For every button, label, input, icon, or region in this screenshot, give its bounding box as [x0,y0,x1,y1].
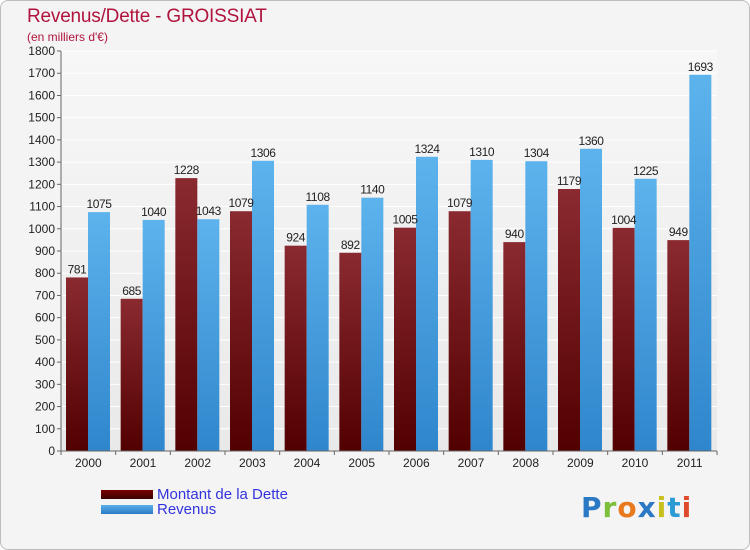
y-tick-label: 400 [35,355,55,369]
logo-letter: i [656,491,668,524]
logo-letter: x [637,491,657,524]
x-tick-label: 2001 [130,456,157,470]
x-tick-label: 2005 [348,456,375,470]
y-tick-label: 1500 [28,111,55,125]
data-label: 781 [68,262,88,276]
y-tick-label: 1400 [28,133,55,147]
x-tick-label: 2008 [512,456,539,470]
revenue-bar [689,74,712,452]
revenue-bar [252,160,274,451]
legend-swatch-revenue [101,505,153,514]
y-tick-label: 800 [35,266,55,280]
y-tick-label: 500 [35,333,55,347]
revenue-bar [470,159,493,451]
debt-bar [448,211,471,451]
y-tick-label: 1600 [28,88,55,102]
x-tick-label: 2003 [239,456,266,470]
x-tick-label: 2002 [184,456,211,470]
debt-bar [558,189,580,451]
data-label: 892 [341,238,361,252]
data-label: 1306 [250,146,276,160]
x-tick-label: 2011 [677,456,703,470]
x-tick-label: 2010 [622,456,649,470]
data-label: 1324 [414,142,440,156]
logo-letter: P [581,491,603,524]
data-label: 949 [669,225,689,239]
debt-bar [230,211,252,451]
revenue-bar [142,219,165,451]
proxiti-logo: Proxiti [581,491,692,524]
y-tick-label: 300 [35,377,55,391]
data-label: 1079 [447,196,473,210]
debt-bar [120,298,143,451]
revenue-bar [525,161,548,451]
logo-letter: r [602,491,618,524]
data-label: 1005 [392,213,418,227]
revenue-bar [88,212,110,451]
y-tick-label: 1300 [28,155,55,169]
x-tick-label: 2007 [458,456,485,470]
debt-bar [394,227,416,451]
y-tick-label: 1100 [29,200,55,214]
y-tick-label: 0 [48,444,55,458]
data-label: 940 [505,227,525,241]
revenue-bar [634,178,657,451]
data-label: 1179 [557,174,582,188]
y-tick-label: 600 [35,311,55,325]
data-label: 1108 [306,190,331,204]
legend-item-debt: Montant de la Dette [101,487,288,502]
x-tick-label: 2004 [294,456,321,470]
x-tick-label: 2000 [75,456,102,470]
debt-bar [339,252,362,451]
chart-legend: Montant de la Dette Revenus [101,487,288,517]
logo-letter: o [617,491,638,524]
x-tick-label: 2006 [403,456,430,470]
revenue-bar [580,148,602,451]
y-tick-label: 700 [35,288,55,302]
data-label: 1043 [196,204,222,218]
data-label: 685 [122,284,142,298]
y-tick-label: 100 [35,422,55,436]
data-label: 1004 [611,213,637,227]
debt-bar [175,178,198,451]
revenue-bar [361,197,384,451]
data-label: 1310 [469,145,495,159]
data-label: 1304 [524,146,550,160]
logo-letter: i [681,491,693,524]
data-label: 1040 [141,205,167,219]
legend-item-revenue: Revenus [101,502,288,517]
revenue-bar [197,219,220,451]
debt-bar [503,242,526,451]
revenue-bar [416,156,438,451]
y-tick-label: 1000 [28,222,55,236]
debt-bar [284,245,307,451]
y-tick-label: 1200 [28,177,55,191]
debt-bar [667,240,690,451]
data-label: 1228 [174,163,200,177]
y-tick-label: 1800 [28,44,55,58]
legend-label-debt: Montant de la Dette [157,486,288,503]
y-tick-label: 900 [35,244,55,258]
data-label: 1075 [86,197,112,211]
debt-bar [612,227,635,451]
data-label: 1079 [228,196,254,210]
data-label: 1360 [578,134,604,148]
y-tick-label: 200 [35,400,55,414]
data-label: 1693 [688,60,714,74]
data-label: 1225 [633,164,659,178]
logo-letter: t [667,491,682,524]
chart-subtitle: (en milliers d'€) [27,30,108,44]
x-tick-label: 2009 [567,456,594,470]
data-label: 1140 [360,183,385,197]
legend-swatch-debt [101,490,153,499]
chart-title: Revenus/Dette - GROISSIAT [27,6,267,27]
revenue-bar [306,204,329,451]
data-label: 924 [286,231,306,245]
debt-bar [66,277,88,451]
y-tick-label: 1700 [28,66,55,80]
legend-label-revenue: Revenus [157,501,217,518]
